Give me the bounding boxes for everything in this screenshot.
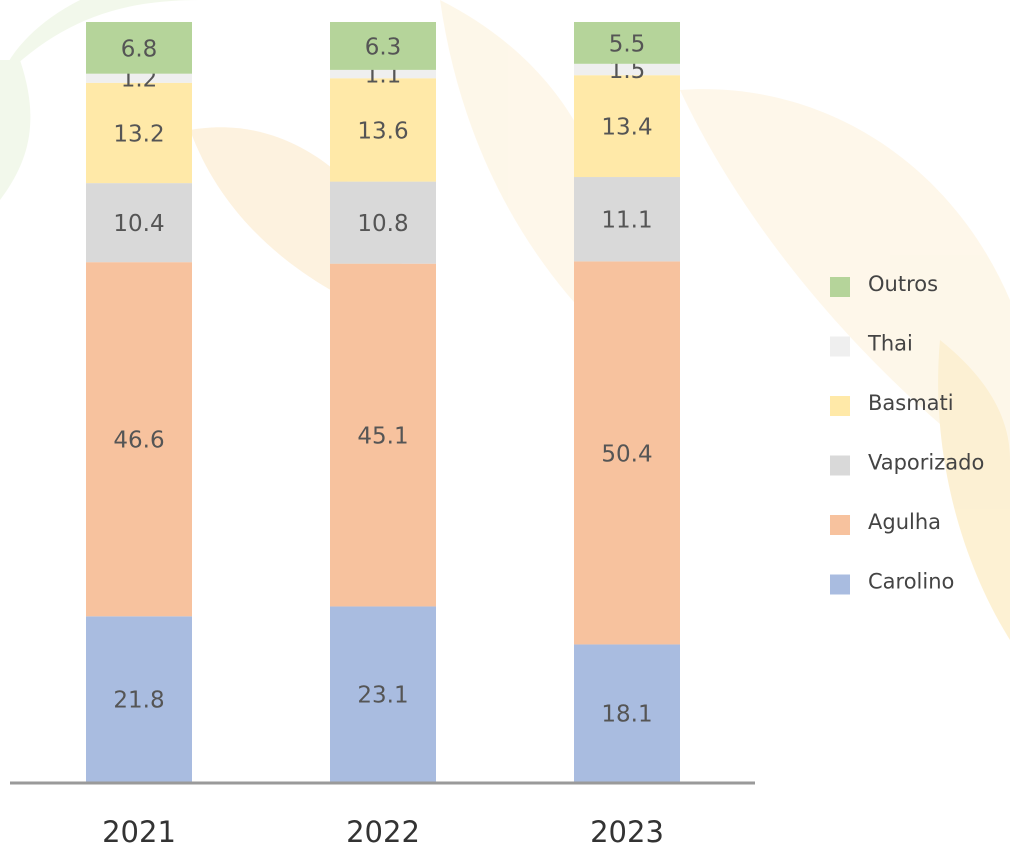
value-label: 13.2 bbox=[113, 121, 164, 147]
legend-swatch bbox=[830, 455, 850, 476]
bar-segment bbox=[574, 177, 680, 262]
bar-segment bbox=[330, 22, 436, 70]
bar-segment bbox=[86, 183, 192, 263]
legend-label: Outros bbox=[868, 272, 938, 296]
bar-segment bbox=[86, 262, 192, 617]
bar-segment bbox=[86, 616, 192, 782]
legend-label: Agulha bbox=[868, 510, 941, 534]
value-label: 23.1 bbox=[357, 683, 408, 709]
bar-segment bbox=[330, 69, 436, 79]
legend-label: Basmati bbox=[868, 391, 954, 415]
value-label: 6.3 bbox=[365, 34, 402, 60]
bar-segment bbox=[86, 73, 192, 83]
value-label: 10.8 bbox=[357, 211, 408, 237]
bar-segment bbox=[574, 261, 680, 645]
bar-segment bbox=[574, 63, 680, 76]
value-label: 18.1 bbox=[601, 702, 652, 728]
bar-segment bbox=[330, 181, 436, 264]
legend-swatch bbox=[830, 277, 850, 297]
plot-area: 21.846.610.413.21.26.8202123.145.110.813… bbox=[86, 22, 680, 849]
legend-label: Vaporizado bbox=[868, 451, 984, 475]
bar-segment bbox=[574, 75, 680, 178]
legend-label: Carolino bbox=[868, 570, 954, 594]
value-label: 13.6 bbox=[357, 118, 408, 144]
legend-swatch bbox=[830, 515, 850, 535]
value-label: 13.4 bbox=[601, 115, 652, 141]
value-label: 5.5 bbox=[609, 31, 646, 57]
bar-segment bbox=[330, 78, 436, 182]
x-tick-label: 2021 bbox=[102, 815, 176, 849]
bar-segment bbox=[574, 644, 680, 782]
value-label: 45.1 bbox=[357, 424, 408, 450]
legend-label: Thai bbox=[867, 332, 913, 356]
x-tick-label: 2022 bbox=[346, 815, 420, 849]
bar-segment bbox=[86, 22, 192, 74]
leaf-shape bbox=[938, 340, 1010, 640]
value-label: 50.4 bbox=[601, 441, 652, 467]
legend-swatch bbox=[830, 396, 850, 416]
bar-segment bbox=[574, 22, 680, 64]
value-label: 46.6 bbox=[113, 428, 164, 454]
bar-segment bbox=[86, 82, 192, 184]
value-label: 21.8 bbox=[113, 688, 164, 714]
legend-swatch bbox=[830, 574, 850, 595]
legend: Carolino Agulha Vaporizado Basmati Thai Outro… bbox=[830, 272, 984, 595]
bar-segment bbox=[330, 606, 436, 782]
value-label: 10.4 bbox=[113, 211, 164, 237]
leaf-shape bbox=[440, 0, 611, 330]
value-label: 11.1 bbox=[601, 208, 652, 234]
leaf-shape bbox=[0, 60, 31, 200]
bar-segment bbox=[330, 263, 436, 607]
value-label: 6.8 bbox=[121, 36, 158, 62]
legend-swatch bbox=[830, 336, 850, 357]
x-tick-label: 2023 bbox=[590, 815, 664, 849]
leaf-shape bbox=[0, 0, 200, 80]
